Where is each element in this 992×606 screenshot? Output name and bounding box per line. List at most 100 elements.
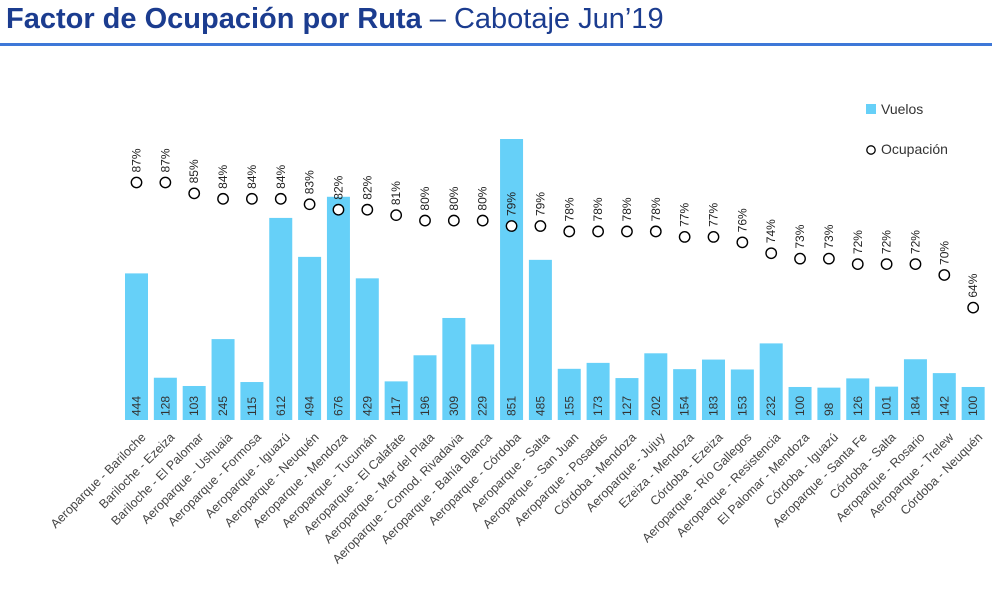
bar — [269, 217, 293, 420]
occupancy-marker — [274, 192, 287, 205]
title-separator: – — [421, 3, 454, 35]
bar-value-label: 142 — [937, 396, 951, 416]
occupancy-marker — [390, 209, 403, 222]
bar-value-label: 184 — [908, 396, 922, 416]
occupancy-marker — [621, 225, 633, 238]
bar-value-label: 155 — [562, 396, 576, 416]
bar — [644, 353, 668, 420]
title-subtitle: Cabotaje Jun’19 — [453, 3, 664, 35]
occupancy-label: 84% — [274, 164, 288, 188]
bar — [413, 355, 437, 420]
occupancy-marker — [880, 258, 893, 270]
occupancy-label: 84% — [216, 164, 230, 188]
bar — [500, 139, 524, 420]
bar — [355, 278, 379, 420]
occupancy-marker — [245, 192, 258, 205]
bar-value-label: 115 — [245, 397, 259, 416]
occupancy-label: 84% — [245, 164, 259, 188]
occupancy-marker — [476, 214, 489, 227]
bar-value-label: 851 — [505, 396, 519, 416]
bar — [153, 377, 177, 420]
bar-value-label: 229 — [476, 396, 490, 416]
bar-value-label: 100 — [966, 396, 980, 416]
bar-value-label: 100 — [793, 396, 807, 416]
occupancy-marker — [563, 225, 576, 238]
bar-value-label: 98 — [822, 402, 836, 416]
bar-value-label: 127 — [620, 396, 634, 416]
bar-value-label: 245 — [216, 396, 230, 416]
bar-value-label: 183 — [707, 396, 721, 416]
bar — [240, 382, 264, 420]
bar-value-label: 128 — [158, 396, 172, 416]
occupancy-marker — [823, 252, 835, 265]
occupancy-marker — [592, 225, 604, 238]
occupancy-marker — [909, 258, 922, 270]
bar-value-label: 202 — [649, 396, 663, 416]
occupancy-marker — [447, 214, 460, 227]
bar — [817, 387, 841, 420]
bar-value-label: 126 — [851, 396, 865, 416]
bar — [673, 369, 697, 420]
occupancy-label: 78% — [620, 197, 634, 221]
bar — [557, 368, 581, 420]
bar-value-label: 173 — [591, 396, 605, 416]
occupancy-marker — [794, 252, 806, 265]
occupancy-marker — [419, 214, 431, 227]
occupancy-label: 87% — [158, 148, 172, 172]
bar — [615, 378, 639, 420]
title-main: Factor de Ocupación por Ruta — [6, 3, 422, 35]
occupancy-marker — [678, 230, 691, 243]
occupancy-marker — [736, 236, 749, 249]
header-rule — [0, 43, 992, 46]
occupancy-marker — [130, 176, 143, 189]
occupancy-marker — [361, 203, 374, 216]
occupancy-label: 83% — [303, 170, 317, 194]
bar-labels-layer: 444 128 103 245 115 612 494 676 429 117 196 309 229 8… — [130, 396, 981, 416]
occupancy-label: 78% — [591, 197, 605, 221]
occupancy-label: 78% — [562, 197, 576, 221]
bar — [759, 343, 783, 420]
bar — [961, 386, 985, 420]
occupancy-marker — [217, 192, 229, 205]
occupancy-label: 70% — [937, 241, 951, 265]
occupancy-marker — [534, 220, 547, 232]
occupancy-label: 81% — [389, 181, 403, 205]
occupancy-label: 74% — [764, 219, 778, 243]
bar-value-label: 676 — [331, 396, 345, 416]
occupancy-marker — [938, 269, 951, 281]
legend-label-ocupacion: Ocupación — [881, 141, 948, 157]
bars-layer — [125, 139, 985, 420]
bar — [702, 359, 725, 420]
occupancy-label: 72% — [851, 230, 865, 254]
bar-value-label: 494 — [303, 396, 317, 416]
bar — [528, 259, 552, 420]
bar — [125, 273, 148, 420]
bar — [326, 196, 350, 420]
occupancy-label: 80% — [447, 186, 461, 210]
bar-value-label: 444 — [130, 396, 144, 416]
bar-value-label: 196 — [418, 396, 432, 416]
bar-value-label: 309 — [447, 396, 461, 416]
bar — [846, 378, 870, 420]
occupancy-label: 73% — [793, 224, 807, 248]
legend-marker-swatch — [866, 145, 876, 155]
bar — [903, 359, 927, 420]
occupancy-marker — [159, 176, 172, 189]
markers-layer: 87% 87% 85% 84% 84% 84% 83% 82% 82% 81% 80% 80% 80% 7… — [130, 148, 980, 314]
occupancy-label: 73% — [822, 224, 836, 248]
bar-value-label: 232 — [764, 396, 778, 416]
occupancy-marker — [188, 187, 201, 200]
bar-value-label: 101 — [880, 396, 894, 416]
occupancy-label: 79% — [533, 192, 547, 216]
occupancy-label: 80% — [418, 186, 432, 210]
page-title: Factor de Ocupación por Ruta – Cabotaje … — [6, 0, 664, 38]
occupancy-marker — [505, 220, 518, 232]
occupancy-label: 79% — [505, 192, 519, 216]
bar — [586, 362, 610, 420]
bar — [442, 317, 466, 420]
legend: Vuelos Ocupación — [866, 101, 948, 157]
occupancy-label: 87% — [130, 148, 144, 172]
bar-value-label: 485 — [533, 396, 547, 416]
